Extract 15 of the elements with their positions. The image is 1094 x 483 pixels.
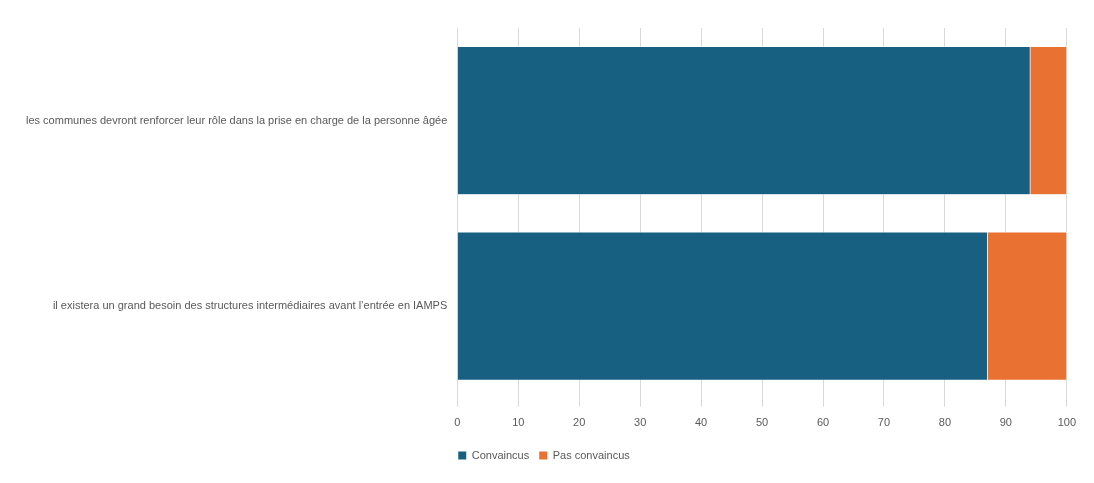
x-tick-label: 80	[938, 416, 952, 429]
y-tick-label: il existera un grand besoin des structures intermédiaires avant l’entrée en IAMPS	[52, 299, 448, 312]
legend-label: Convaincus	[471, 448, 530, 461]
x-tick-label: 10	[512, 416, 525, 429]
x-tick-label: 70	[877, 416, 891, 429]
x-tick-label: 40	[694, 416, 708, 429]
x-tick-label: 90	[999, 416, 1012, 429]
legend-label: Pas convaincus	[552, 448, 631, 461]
x-tick-label: 100	[1057, 416, 1076, 429]
x-tick-label: 60	[816, 416, 830, 429]
y-tick-label: les communes devront renforcer leur rôle dans la prise en charge de la personne âgée	[25, 113, 448, 126]
x-tick-label: 0	[454, 416, 461, 429]
x-tick-label: 30	[634, 416, 647, 429]
x-tick-label: 50	[755, 416, 769, 429]
x-tick-label: 20	[573, 416, 586, 429]
